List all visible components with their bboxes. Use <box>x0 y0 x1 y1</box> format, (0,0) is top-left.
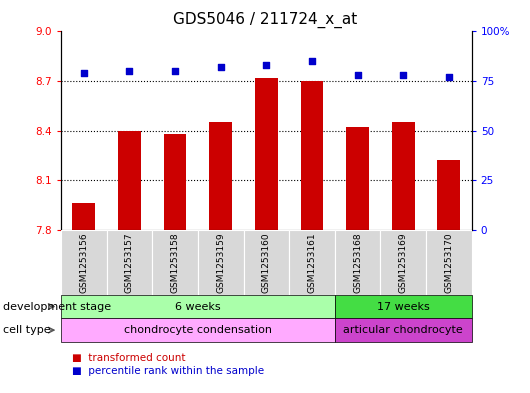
FancyBboxPatch shape <box>198 230 243 295</box>
Bar <box>255 78 278 230</box>
Text: GSM1253170: GSM1253170 <box>444 232 453 293</box>
Text: ■  transformed count: ■ transformed count <box>72 353 185 363</box>
Text: development stage: development stage <box>3 301 111 312</box>
Bar <box>73 204 95 230</box>
FancyBboxPatch shape <box>426 230 472 295</box>
FancyBboxPatch shape <box>335 230 381 295</box>
Text: GSM1253157: GSM1253157 <box>125 232 134 293</box>
Bar <box>164 134 187 230</box>
Point <box>80 70 88 76</box>
Text: GDS5046 / 211724_x_at: GDS5046 / 211724_x_at <box>173 12 357 28</box>
Text: GSM1253159: GSM1253159 <box>216 232 225 293</box>
FancyBboxPatch shape <box>289 230 335 295</box>
Text: chondrocyte condensation: chondrocyte condensation <box>124 325 272 335</box>
Point <box>445 74 453 80</box>
Bar <box>437 160 460 230</box>
Text: GSM1253168: GSM1253168 <box>353 232 362 293</box>
Point <box>308 58 316 64</box>
Bar <box>392 122 414 230</box>
Text: 17 weeks: 17 weeks <box>377 301 430 312</box>
FancyBboxPatch shape <box>381 230 426 295</box>
Text: GSM1253160: GSM1253160 <box>262 232 271 293</box>
Text: GSM1253169: GSM1253169 <box>399 232 408 293</box>
Text: ■  percentile rank within the sample: ■ percentile rank within the sample <box>72 366 264 376</box>
Bar <box>118 131 141 230</box>
Text: GSM1253158: GSM1253158 <box>171 232 180 293</box>
FancyBboxPatch shape <box>243 230 289 295</box>
FancyBboxPatch shape <box>107 230 152 295</box>
Point <box>216 64 225 70</box>
Bar <box>209 122 232 230</box>
Bar <box>346 127 369 230</box>
Point <box>399 72 408 78</box>
Text: cell type: cell type <box>3 325 50 335</box>
FancyBboxPatch shape <box>152 230 198 295</box>
Point <box>125 68 134 74</box>
Text: GSM1253156: GSM1253156 <box>80 232 89 293</box>
Text: 6 weeks: 6 weeks <box>175 301 220 312</box>
Bar <box>301 81 323 230</box>
Point <box>171 68 179 74</box>
Text: articular chondrocyte: articular chondrocyte <box>343 325 463 335</box>
Point <box>262 62 270 68</box>
FancyBboxPatch shape <box>61 230 107 295</box>
Point <box>354 72 362 78</box>
Text: GSM1253161: GSM1253161 <box>307 232 316 293</box>
